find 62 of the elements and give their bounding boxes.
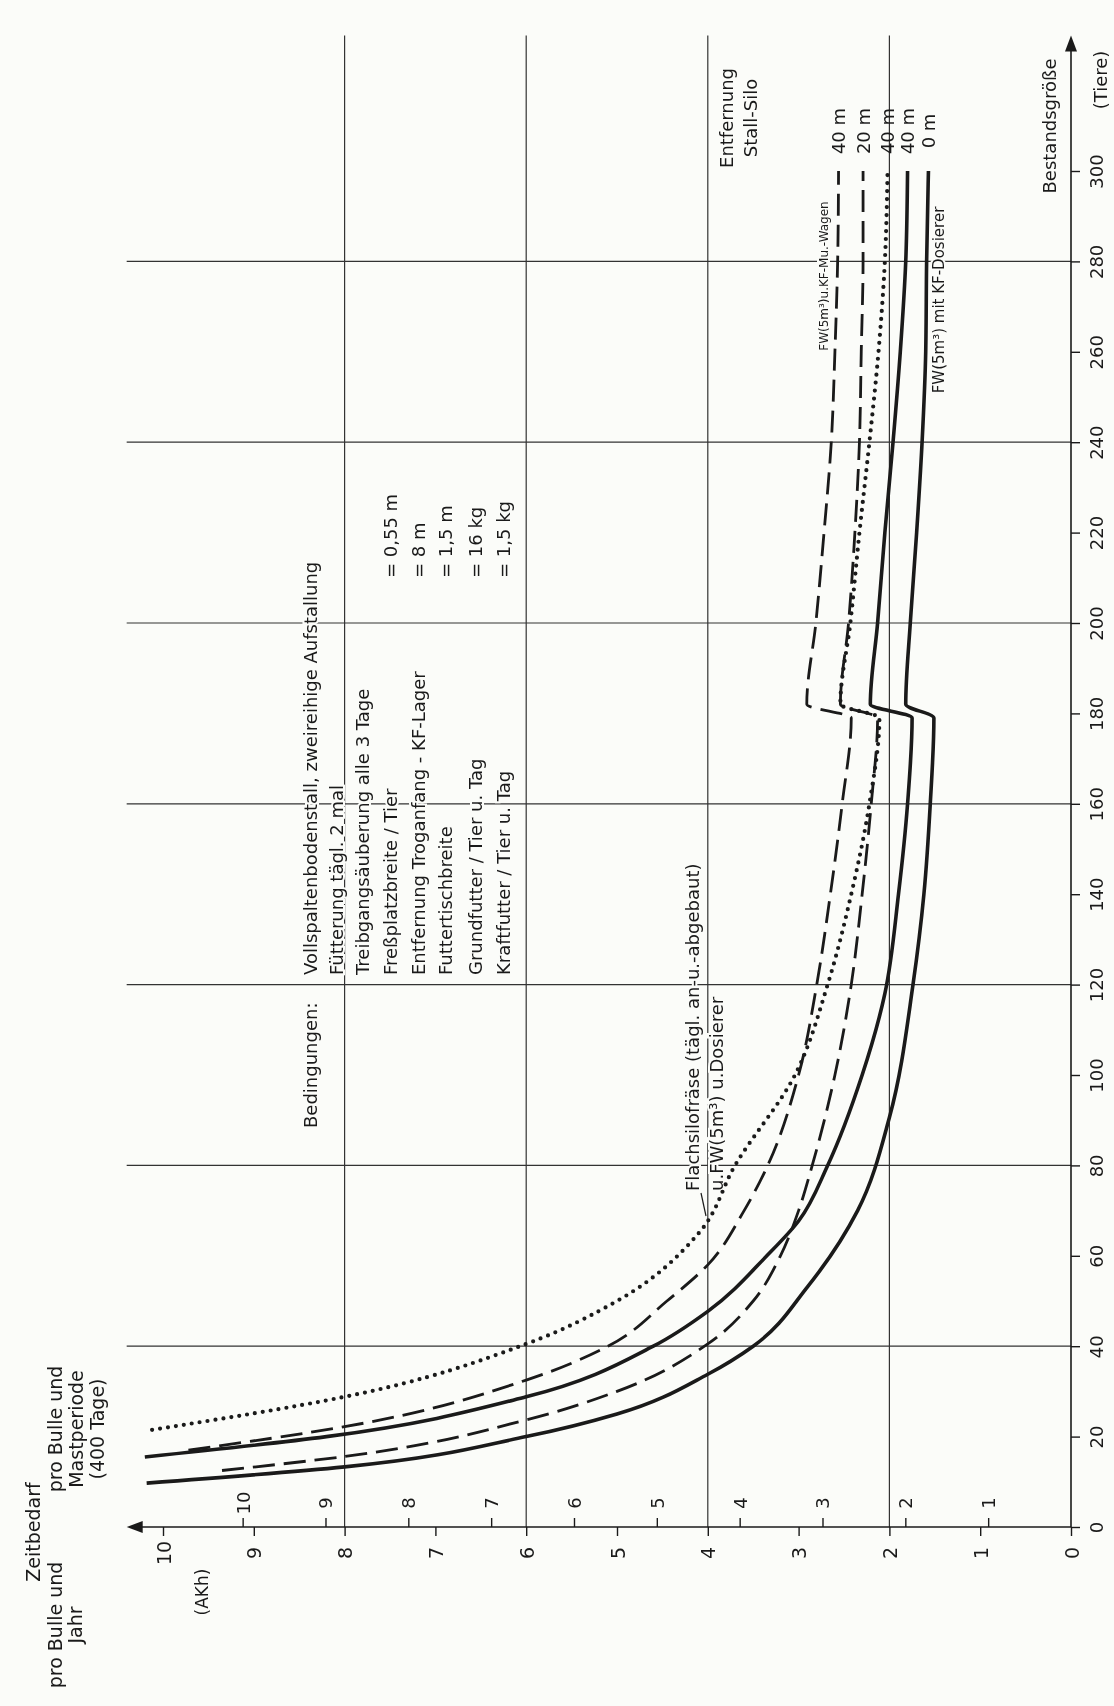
y-tick-label: 200 — [1085, 606, 1107, 641]
x2-tick-label: 4 — [729, 1497, 751, 1509]
y-tick-label: 160 — [1085, 787, 1107, 822]
x2-tick-label: 8 — [398, 1497, 420, 1509]
x-tick-label: 8 — [334, 1546, 357, 1560]
text: (AKh) — [192, 1568, 212, 1616]
y-tick-label: 300 — [1085, 154, 1107, 189]
x2-tick-label: 3 — [812, 1497, 834, 1509]
text: (Tiere) — [1089, 50, 1111, 110]
x2-tick-label: 5 — [646, 1497, 668, 1509]
x-tick-label: 10 — [152, 1540, 175, 1566]
x2-tick-label: 1 — [978, 1497, 1000, 1509]
y-tick-label: 260 — [1085, 335, 1107, 370]
annotation: Flachsilofräse (tägl. an-u.-abgebaut) — [681, 863, 703, 1191]
annotation: Treibgangsäuberung alle 3 Tage — [351, 688, 373, 976]
text: Kraftfutter / Tier u. Tag = 1,5 kg — [492, 500, 514, 975]
x2-tick-label: 7 — [481, 1497, 503, 1509]
legend-title: Entfernung Stall-Silo — [715, 68, 761, 168]
x-tick-label: 2 — [878, 1546, 901, 1560]
x-tick-label: 3 — [788, 1546, 811, 1560]
text: Grundfutter / Tier u. Tag = 16 kg — [464, 506, 486, 975]
y-tick-label: 80 — [1085, 1154, 1107, 1178]
x-tick-label: 4 — [697, 1546, 720, 1560]
annotation: u.FW(5m³) u.Dosierer — [705, 996, 727, 1191]
annotation: FW(5m³) mit KF-Dosierer — [930, 205, 948, 394]
annotation: Bedingungen: — [299, 1002, 321, 1128]
text: pro Bulle und Jahr — [44, 1561, 86, 1689]
x-tick-label: 6 — [515, 1546, 538, 1560]
x2-tick-label: 10 — [232, 1491, 254, 1515]
y-tick-label: 280 — [1085, 244, 1107, 280]
text: Zeitbedarf — [22, 1481, 44, 1582]
y-tick-label: 240 — [1085, 425, 1107, 460]
x-tick-label: 1 — [969, 1546, 992, 1560]
text: Futtertischbreite = 1,5 m — [434, 505, 456, 975]
y-axis-title: Bestandsgröße — [1038, 58, 1060, 194]
x2-tick-label: 6 — [563, 1497, 585, 1509]
text: 20 m — [852, 107, 874, 155]
annotation: Vollspaltenbodenstall, zweireihige Aufstallung — [299, 561, 321, 975]
x2-tick-label: 9 — [315, 1497, 337, 1509]
x2-axis-title: pro Bulle und Mastperiode (400 Tage) — [44, 1365, 108, 1493]
y-tick-label: 120 — [1085, 967, 1107, 1003]
y-tick-label: 220 — [1085, 515, 1107, 551]
y-tick-label: 140 — [1085, 877, 1107, 912]
text: 40 m — [828, 107, 850, 155]
y-tick-label: 60 — [1085, 1244, 1107, 1268]
text: Entfernung Troganfang - KF-Lager = 8 m — [407, 522, 429, 975]
annotation: Fütterung tägl. 2 mal — [325, 784, 347, 975]
x-tick-label: 9 — [243, 1546, 266, 1560]
text: 0 m — [917, 113, 939, 149]
y-tick-label: 0 — [1085, 1521, 1107, 1534]
y-tick-label: 180 — [1085, 696, 1107, 732]
text: Freßplatzbreite / Tier = 0,55 m — [379, 493, 401, 975]
y-tick-label: 40 — [1085, 1335, 1107, 1359]
text: 40 m — [897, 107, 919, 155]
x-tick-label: 7 — [424, 1546, 447, 1560]
y-tick-label: 20 — [1085, 1425, 1107, 1449]
x-tick-label: 5 — [606, 1546, 629, 1560]
text: 40 m — [877, 107, 899, 155]
y-tick-label: 100 — [1085, 1058, 1107, 1093]
x-tick-label: 0 — [1060, 1546, 1083, 1560]
x2-tick-label: 2 — [895, 1497, 917, 1509]
annotation: FW(5m³)u.KF-Mu.-Wagen — [817, 201, 831, 351]
